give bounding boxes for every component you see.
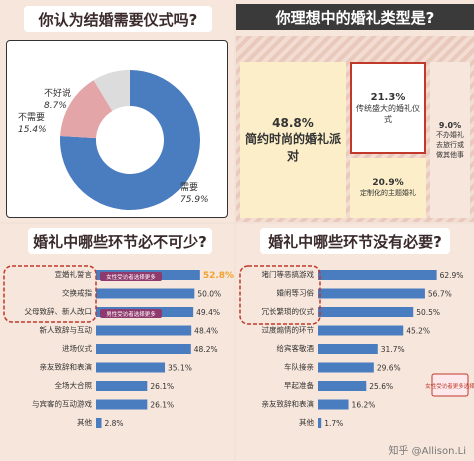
- pie-label-1: 不需要: [18, 112, 45, 123]
- wedding-type-title: 你理想中的婚礼类型是?: [236, 4, 474, 30]
- watermark: 知乎 @Allison.Li: [388, 446, 466, 457]
- bar-value-2: 50.5%: [416, 308, 440, 317]
- female-tag-bg: [100, 272, 162, 281]
- bar-1: [96, 288, 195, 299]
- bar-value-3: 48.4%: [194, 327, 218, 336]
- ceremony-need-title: 你认为结婚需要仪式吗?: [24, 6, 212, 32]
- bar-8: [96, 418, 102, 428]
- ceremony-need-panel: 你认为结婚需要仪式吗? 需要 75.9% 不需要 15.4% 不好说 8.7%: [0, 0, 234, 222]
- ceremony-donut-chart: 需要 75.9% 不需要 15.4% 不好说 8.7%: [18, 70, 209, 210]
- pie-label-2: 不好说: [44, 87, 71, 99]
- bar-2: [318, 307, 414, 317]
- bar-value-5: 35.1%: [168, 364, 192, 373]
- bar-category-7: 亲友致辞和表演: [262, 399, 315, 409]
- pie-value-1: 15.4%: [18, 125, 47, 135]
- bar-1: [318, 288, 425, 299]
- essential-parts-title: 婚礼中哪些环节必不可少?: [28, 228, 212, 254]
- bar-value-1: 56.7%: [428, 290, 452, 299]
- male-tag-bg: [100, 309, 162, 318]
- treemap-value-3: 9.0%: [438, 120, 462, 130]
- pie-value-2: 8.7%: [44, 101, 67, 111]
- bar-category-6: 全场大合照: [55, 380, 93, 390]
- bar-value-4: 31.7%: [381, 345, 405, 354]
- unnecessary-parts-title: 婚礼中哪些环节没有必要?: [260, 228, 450, 254]
- pie-slice-2: [93, 70, 130, 111]
- bar-value-0: 62.9%: [440, 271, 464, 280]
- unnecessary-parts-bar-chart: 堵门等恶搞游戏 62.9% 婚闹等习俗 56.7% 冗长繁琐的仪式 50.5% 过度煽情的环…: [239, 265, 474, 428]
- bar-8: [318, 418, 322, 428]
- bar-value-4: 48.2%: [194, 345, 218, 354]
- essential-parts-bar-chart: 宣婚礼誓言 52.8% 交换戒指 50.0% 父母致辞、新人改口 49.4% 新人致辞与互动…: [3, 265, 234, 428]
- wedding-type-treemap: 48.8% 简约时尚的婚礼派对 21.3% 传统盛大的婚礼仪式 20.9% 定制化的主题婚…: [236, 36, 474, 222]
- bar-value-1: 50.0%: [197, 290, 221, 299]
- treemap-cell-3: 9.0% 不办婚礼去旅行或做其他事: [430, 62, 470, 218]
- bar-7: [96, 399, 148, 410]
- female-tag-bg: [431, 373, 469, 397]
- bar-category-4: 进场仪式: [62, 343, 92, 353]
- bar-category-2: 冗长繁琐的仪式: [262, 306, 315, 316]
- bar-category-3: 新人致辞与互动: [40, 325, 93, 335]
- bar-value-0: 52.8%: [203, 271, 234, 281]
- bar-category-2: 父母致辞、新人改口: [25, 306, 93, 316]
- bar-category-0: 宣婚礼誓言: [55, 269, 93, 279]
- bar-3: [318, 325, 404, 336]
- bar-category-0: 堵门等恶搞游戏: [262, 269, 315, 279]
- treemap-value-0: 48.8%: [272, 116, 314, 130]
- bar-4: [318, 344, 378, 354]
- bar-6: [318, 381, 367, 391]
- essential-parts-panel: 婚礼中哪些环节必不可少? 宣婚礼誓言 52.8% 交换戒指 50.0% 父母致辞、新人改…: [0, 224, 234, 461]
- bar-value-8: 2.8%: [105, 419, 124, 428]
- bar-category-7: 与宾客的互动游戏: [32, 399, 92, 409]
- bar-5: [318, 362, 374, 373]
- bar-category-8: 其他: [77, 417, 92, 427]
- treemap-value-1: 21.3%: [370, 91, 406, 103]
- bar-category-1: 交换戒指: [62, 288, 92, 298]
- bar-5: [96, 362, 166, 373]
- pie-slice-1: [60, 80, 113, 139]
- treemap-cell-0: 48.8% 简约时尚的婚礼派对: [240, 62, 346, 218]
- treemap-label-3: 不办婚礼去旅行或做其他事: [436, 130, 464, 159]
- bar-value-3: 45.2%: [406, 327, 430, 336]
- bar-6: [96, 381, 148, 391]
- treemap-label-1: 传统盛大的婚礼仪式: [356, 103, 420, 124]
- bar-category-3: 过度煽情的环节: [262, 325, 315, 335]
- bar-0: [318, 270, 437, 280]
- treemap-cell-1: 21.3% 传统盛大的婚礼仪式: [350, 62, 426, 154]
- bar-category-6: 早起准备: [284, 380, 314, 390]
- bar-value-7: 26.1%: [150, 401, 174, 410]
- pie-slice-0: [59, 70, 200, 210]
- female-tag: 女性受访者选择更多: [106, 273, 156, 281]
- bar-category-4: 给宾客敬酒: [277, 343, 315, 353]
- bar-value-8: 1.7%: [324, 419, 343, 428]
- bar-value-6: 26.1%: [150, 382, 174, 391]
- female-tag-right: 女性受访者更多选择: [425, 382, 474, 390]
- bar-value-6: 25.6%: [369, 382, 393, 391]
- treemap-cell-2: 20.9% 定制化的主题婚礼: [350, 158, 426, 218]
- treemap-label-0: 简约时尚的婚礼派对: [244, 132, 341, 163]
- bar-category-8: 其他: [299, 417, 314, 427]
- bar-category-5: 亲友致辞和表演: [40, 362, 93, 372]
- unnecessary-parts-panel: 婚礼中哪些环节没有必要? 堵门等恶搞游戏 62.9% 婚闹等习俗 56.7% 冗长繁琐的…: [236, 224, 474, 461]
- pie-label-0: 需要: [180, 182, 198, 193]
- bar-value-7: 16.2%: [352, 401, 376, 410]
- essential-highlight-box: [3, 265, 97, 323]
- unnecessary-highlight-box: [239, 265, 321, 325]
- bar-3: [96, 325, 192, 336]
- treemap-value-2: 20.9%: [372, 178, 404, 188]
- bar-category-5: 车队接亲: [284, 362, 314, 372]
- pie-value-0: 75.9%: [180, 195, 209, 205]
- male-tag: 男性受访者选择更多: [106, 310, 156, 318]
- treemap-label-2: 定制化的主题婚礼: [360, 189, 416, 197]
- bar-7: [318, 399, 349, 410]
- wedding-type-panel: 你理想中的婚礼类型是? 48.8% 简约时尚的婚礼派对 21.3% 传统盛大的婚礼仪式…: [236, 0, 474, 222]
- bar-4: [96, 344, 191, 354]
- bar-value-2: 49.4%: [196, 308, 220, 317]
- bar-category-1: 婚闹等习俗: [277, 288, 315, 298]
- bar-value-5: 29.6%: [377, 364, 401, 373]
